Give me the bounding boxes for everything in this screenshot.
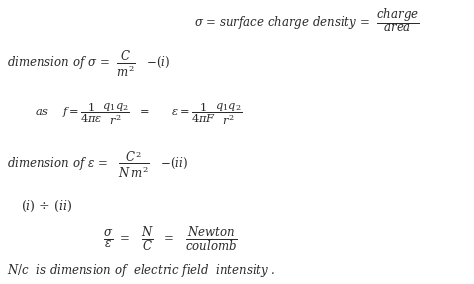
Text: dimension of $\varepsilon$ =   $\dfrac{C^2}{N\,m^2}$   $-(ii)$: dimension of $\varepsilon$ = $\dfrac{C^2…	[7, 149, 189, 180]
Text: as    $f = \dfrac{1}{4\pi\varepsilon}\dfrac{q_1 q_2}{r^2}$   =      $\varepsilon: as $f = \dfrac{1}{4\pi\varepsilon}\dfrac…	[35, 102, 242, 127]
Text: $N/c$  is dimension of  electric field  intensity .: $N/c$ is dimension of electric field int…	[7, 262, 276, 279]
Text: $\sigma$ = surface charge density =  $\dfrac{charge}{area}$: $\sigma$ = surface charge density = $\df…	[194, 6, 420, 34]
Text: $\dfrac{\sigma}{\varepsilon}$  =   $\dfrac{N}{C}$   =   $\dfrac{Newton}{coulomb}: $\dfrac{\sigma}{\varepsilon}$ = $\dfrac{…	[103, 226, 238, 253]
Text: $(i)$ $\div$ $(ii)$: $(i)$ $\div$ $(ii)$	[21, 199, 72, 214]
Text: dimension of $\sigma$ =  $\dfrac{C}{m^2}$   $-(i)$: dimension of $\sigma$ = $\dfrac{C}{m^2}$…	[7, 50, 171, 80]
